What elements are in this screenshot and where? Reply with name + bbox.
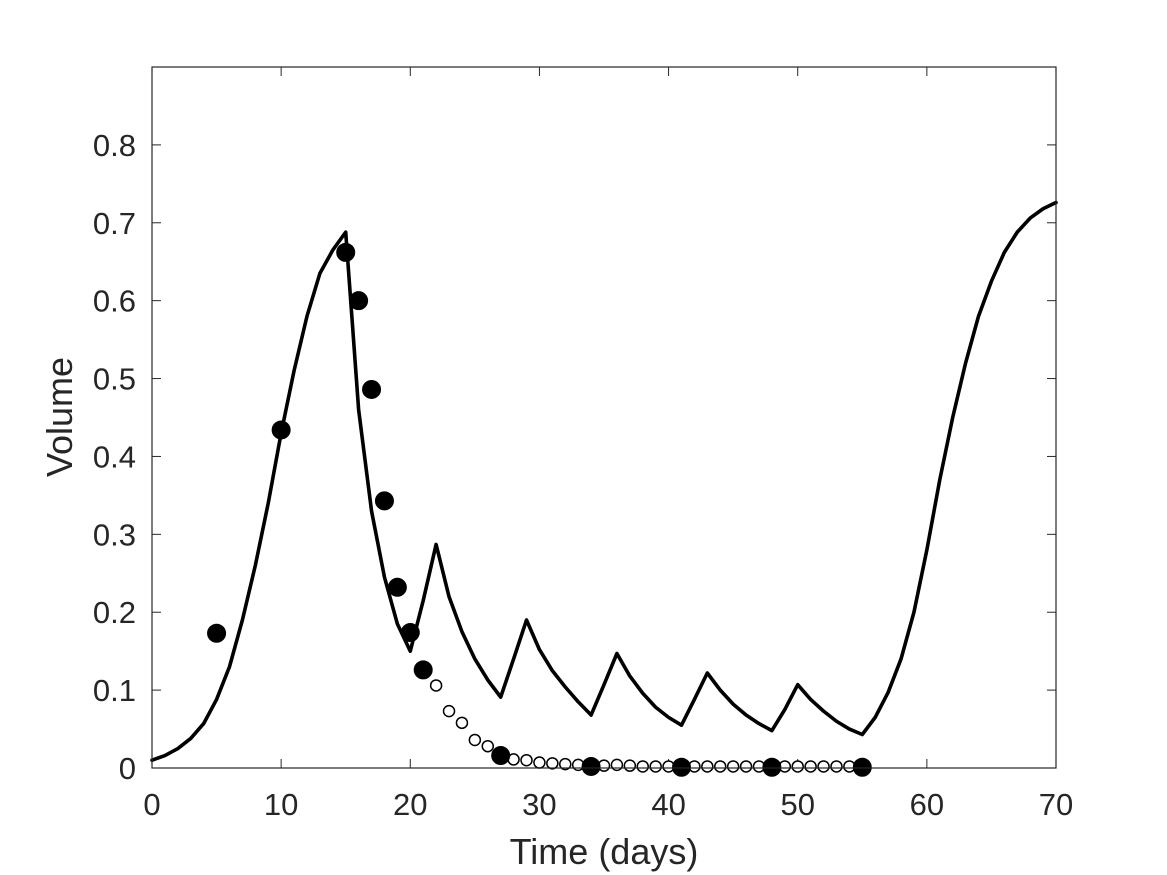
series-layer xyxy=(150,200,1058,777)
y-tick-label: 0 xyxy=(119,751,136,786)
open-circle-point xyxy=(520,753,533,767)
open-circle-point xyxy=(546,757,559,770)
data-point xyxy=(336,242,356,262)
open-circle-point xyxy=(636,760,649,773)
data-point xyxy=(387,577,407,597)
open-circle-point xyxy=(649,760,662,773)
plot-area xyxy=(152,67,1056,768)
open-circle-point xyxy=(442,704,456,718)
data-point xyxy=(852,757,872,777)
x-tick-label: 50 xyxy=(780,787,814,822)
data-point xyxy=(413,660,433,680)
open-circle-point xyxy=(468,733,482,747)
x-tick-label: 40 xyxy=(651,787,685,822)
y-tick-label: 0.2 xyxy=(93,595,136,630)
x-tick-label: 0 xyxy=(143,787,160,822)
y-tick-label: 0.4 xyxy=(93,439,136,474)
y-tick-label: 0.1 xyxy=(93,673,136,708)
open-circle-point xyxy=(533,756,546,769)
data-point xyxy=(349,291,369,311)
open-circle-point xyxy=(429,679,443,692)
data-point xyxy=(762,757,782,777)
data-point xyxy=(581,756,601,776)
y-tick-label: 0.8 xyxy=(93,128,136,163)
y-axis-title: Volume xyxy=(39,357,80,477)
model-curve-line xyxy=(150,200,1058,763)
open-circle-point xyxy=(817,760,830,773)
open-circle-point xyxy=(610,758,624,772)
open-circle-point xyxy=(830,760,843,773)
axes-box xyxy=(151,66,1057,769)
open-circle-point xyxy=(701,760,714,773)
open-circle-point xyxy=(791,760,804,773)
open-circle-point xyxy=(726,760,740,773)
x-tick-label: 30 xyxy=(522,787,556,822)
y-tick-label: 0.6 xyxy=(93,284,136,319)
open-circle-point xyxy=(623,759,637,772)
data-point xyxy=(491,746,511,766)
data-point xyxy=(671,757,691,777)
y-tick-label: 0.3 xyxy=(93,517,136,552)
data-point xyxy=(374,491,394,511)
data-point xyxy=(362,379,382,399)
x-axis-title: Time (days) xyxy=(510,831,699,872)
open-circle-point xyxy=(739,760,753,773)
x-tick-label: 70 xyxy=(1039,787,1073,822)
open-circle-point xyxy=(804,760,817,773)
data-point xyxy=(271,420,291,440)
x-tick-label: 10 xyxy=(264,787,298,822)
open-circle-point xyxy=(455,716,469,730)
open-circle-point xyxy=(481,739,495,753)
y-tick-label: 0.5 xyxy=(93,362,136,397)
open-circle-point xyxy=(713,760,727,773)
x-tick-label: 20 xyxy=(393,787,427,822)
labels-layer: 0 10 20 30 40 50 60 70 0 0.1 0.2 0.3 0.4 0.5 0.6 0.7 0.8 xyxy=(93,128,1073,822)
x-tick-label: 60 xyxy=(910,787,944,822)
y-tick-label: 0.7 xyxy=(93,206,136,241)
data-point xyxy=(400,622,420,642)
open-circle-point xyxy=(559,757,572,771)
data-point xyxy=(207,623,227,643)
